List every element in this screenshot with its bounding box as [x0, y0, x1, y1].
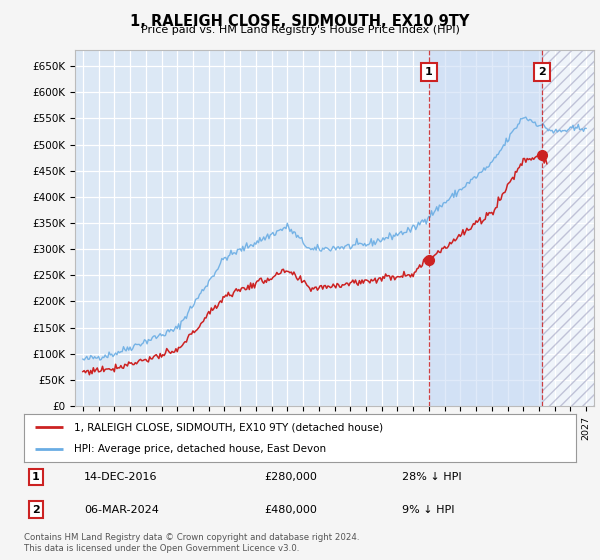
- Text: Price paid vs. HM Land Registry's House Price Index (HPI): Price paid vs. HM Land Registry's House …: [140, 25, 460, 35]
- Text: 2: 2: [32, 505, 40, 515]
- Text: Contains HM Land Registry data © Crown copyright and database right 2024.
This d: Contains HM Land Registry data © Crown c…: [24, 533, 359, 553]
- Bar: [542, 50, 594, 406]
- Text: 1, RALEIGH CLOSE, SIDMOUTH, EX10 9TY: 1, RALEIGH CLOSE, SIDMOUTH, EX10 9TY: [130, 14, 470, 29]
- Text: 1: 1: [32, 472, 40, 482]
- Text: 06-MAR-2024: 06-MAR-2024: [84, 505, 159, 515]
- Text: 1: 1: [425, 67, 433, 77]
- Text: HPI: Average price, detached house, East Devon: HPI: Average price, detached house, East…: [74, 444, 326, 454]
- Text: 28% ↓ HPI: 28% ↓ HPI: [402, 472, 461, 482]
- Bar: [429, 50, 542, 406]
- Text: 9% ↓ HPI: 9% ↓ HPI: [402, 505, 455, 515]
- Text: 1, RALEIGH CLOSE, SIDMOUTH, EX10 9TY (detached house): 1, RALEIGH CLOSE, SIDMOUTH, EX10 9TY (de…: [74, 422, 383, 432]
- Text: 2: 2: [538, 67, 546, 77]
- Text: 14-DEC-2016: 14-DEC-2016: [84, 472, 157, 482]
- Text: £280,000: £280,000: [264, 472, 317, 482]
- Text: £480,000: £480,000: [264, 505, 317, 515]
